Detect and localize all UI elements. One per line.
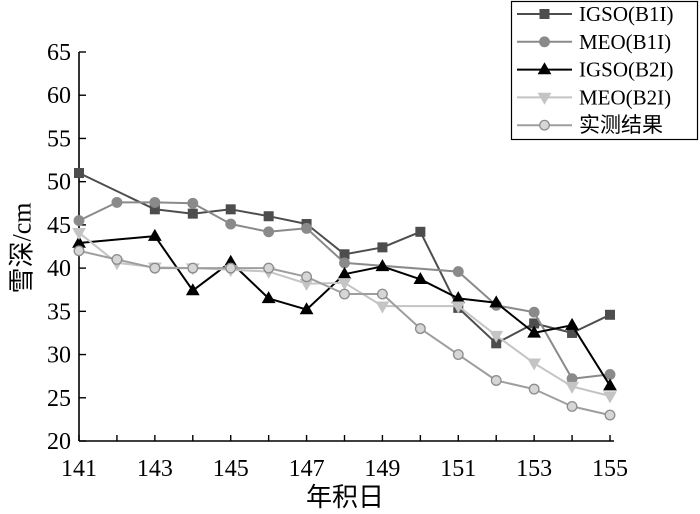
y-tick-label-40: 40 [47, 256, 71, 282]
legend-entry-igso-b2i: IGSO(B2I) [517, 58, 674, 82]
series-igso-b2i [72, 228, 617, 391]
data-point-measured-148 [339, 288, 350, 300]
y-tick-label-25: 25 [47, 386, 71, 412]
x-tick-label-155: 155 [592, 456, 628, 482]
data-point-meo-b1i-145 [225, 218, 237, 230]
data-point-meo-b1i-144 [187, 197, 199, 209]
data-point-measured-145 [225, 262, 237, 274]
y-tick-label-65: 65 [47, 40, 71, 66]
y-axis-title: 雪深/cm [8, 203, 37, 294]
data-point-meo-b2i-149 [375, 301, 390, 314]
data-point-igso-b2i-149 [375, 259, 390, 272]
data-point-measured-151 [452, 349, 464, 361]
data-point-meo-b1i-142 [111, 196, 123, 208]
data-point-igso-b2i-143 [147, 228, 162, 241]
y-tick-label-50: 50 [47, 170, 71, 196]
data-point-measured-149 [376, 288, 388, 300]
y-tick-label-30: 30 [47, 343, 71, 369]
data-point-meo-b1i-141 [73, 215, 85, 227]
x-tick-label-141: 141 [61, 456, 97, 482]
plot-area [72, 168, 617, 421]
data-point-measured-147 [301, 271, 313, 283]
data-point-meo-b1i-151 [452, 266, 464, 278]
legend-entry-meo-b2i: MEO(B2I) [517, 85, 671, 109]
data-point-measured-141 [73, 245, 85, 257]
x-tick-label-149: 149 [364, 456, 400, 482]
data-point-igso-b2i-146 [261, 291, 276, 304]
data-point-meo-b2i-153 [527, 358, 542, 371]
y-tick-label-20: 20 [47, 429, 71, 455]
data-point-meo-b1i-147 [301, 222, 313, 234]
legend-marker-meo-b1i [539, 36, 550, 48]
legend-label-measured: 实测结果 [579, 113, 663, 137]
data-point-measured-144 [187, 262, 199, 274]
legend: IGSO(B1I) MEO(B1I) IGSO(B2I) MEO(B2I) 实测结果 [510, 0, 699, 141]
y-tick-label-45: 45 [47, 213, 71, 239]
data-point-meo-b1i-153 [528, 306, 540, 318]
legend-label-igso-b2i: IGSO(B2I) [579, 58, 674, 82]
legend-entry-igso-b1i: IGSO(B1I) [517, 2, 674, 26]
x-tick-label-151: 151 [440, 456, 476, 482]
x-axis-title: 年积日 [306, 483, 384, 512]
data-point-meo-b2i-141 [72, 227, 86, 240]
x-tick-label-153: 153 [516, 456, 552, 482]
data-point-measured-150 [414, 323, 426, 335]
data-point-igso-b1i-150 [415, 226, 426, 237]
data-point-meo-b1i-146 [263, 226, 275, 238]
data-point-measured-153 [528, 383, 540, 395]
data-point-meo-b2i-148 [337, 278, 352, 291]
data-point-meo-b2i-152 [489, 330, 504, 343]
x-tick-label-147: 147 [289, 456, 325, 482]
y-tick-label-60: 60 [47, 83, 71, 109]
data-point-meo-b2i-155 [603, 391, 617, 404]
legend-entry-measured: 实测结果 [517, 113, 663, 137]
data-point-igso-b2i-150 [413, 272, 428, 285]
data-point-measured-146 [263, 262, 275, 274]
legend-label-meo-b1i: MEO(B1I) [579, 30, 671, 54]
data-point-igso-b1i-145 [225, 204, 236, 215]
series-meo-b1i [73, 196, 616, 385]
data-point-igso-b2i-153 [527, 325, 542, 338]
data-point-igso-b1i-141 [74, 168, 84, 179]
data-point-meo-b1i-148 [339, 257, 350, 269]
data-point-igso-b2i-144 [185, 283, 200, 296]
x-tick-label-143: 143 [137, 456, 173, 482]
data-point-measured-155 [604, 409, 616, 421]
data-point-igso-b1i-146 [263, 211, 274, 222]
data-point-measured-152 [490, 375, 502, 386]
y-tick-label-55: 55 [47, 126, 71, 152]
data-point-measured-154 [566, 400, 578, 412]
legend-marker-igso-b1i [539, 9, 550, 19]
y-tick-label-35: 35 [47, 299, 71, 325]
series-measured [73, 245, 616, 421]
data-point-igso-b1i-144 [187, 208, 198, 219]
legend-marker-meo-b2i [537, 92, 552, 105]
legend-marker-igso-b2i [537, 62, 552, 75]
data-point-igso-b1i-155 [605, 309, 615, 320]
axes: 20 25 30 35 40 45 50 55 60 65 141 143 145 147 149 151 15… [47, 40, 628, 482]
data-point-igso-b2i-155 [603, 378, 617, 391]
legend-label-meo-b2i: MEO(B2I) [579, 85, 671, 109]
legend-label-igso-b1i: IGSO(B1I) [579, 2, 674, 26]
data-point-igso-b2i-152 [489, 295, 504, 308]
data-point-meo-b1i-155 [604, 368, 616, 380]
data-point-igso-b2i-154 [565, 317, 579, 330]
data-point-measured-143 [149, 262, 161, 274]
x-tick-label-145: 145 [213, 456, 249, 482]
data-point-meo-b1i-143 [149, 196, 161, 208]
data-point-igso-b1i-149 [377, 242, 388, 253]
data-point-meo-b2i-151 [451, 301, 466, 314]
legend-marker-measured [539, 119, 550, 131]
data-point-igso-b1i-148 [339, 249, 350, 260]
series-line-igso-b2i [78, 235, 611, 387]
data-point-measured-142 [111, 254, 123, 265]
legend-entry-meo-b1i: MEO(B1I) [517, 30, 671, 54]
data-point-igso-b2i-147 [299, 302, 314, 315]
data-point-meo-b2i-154 [565, 381, 579, 394]
